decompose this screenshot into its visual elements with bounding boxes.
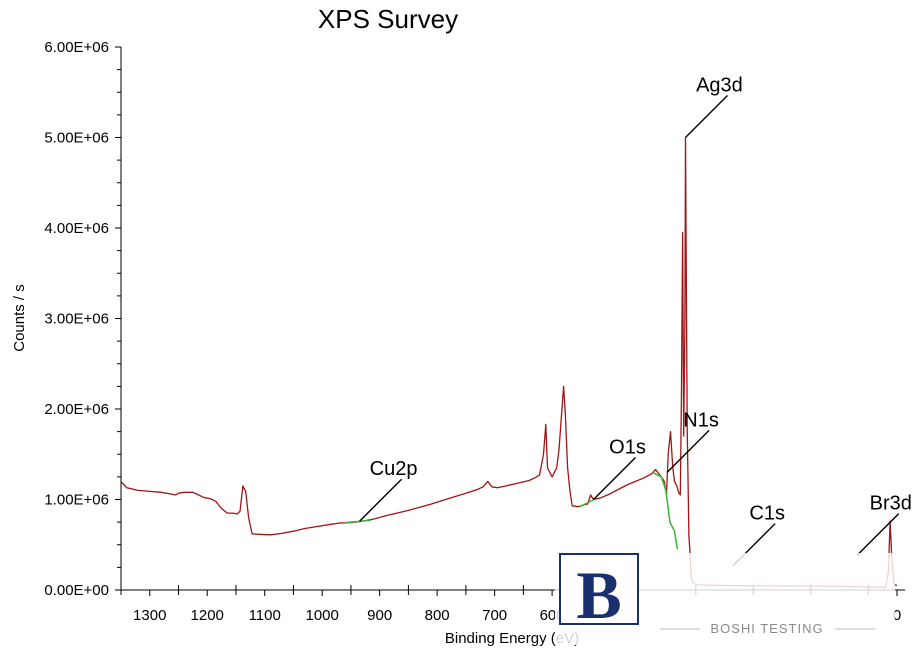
annotation-label: Ag3d [696,75,743,97]
highlight-segments [345,471,679,550]
y-tick-label: 3.00E+06 [44,311,109,328]
highlight-segment [579,498,595,508]
watermark-text: BOSHI TESTING [710,621,823,636]
annotation-label: C1s [749,503,785,525]
annotation-leader [666,429,710,473]
x-tick-label: 800 [425,607,450,624]
y-tick-label: 0.00E+00 [44,582,109,599]
y-tick-label: 1.00E+06 [44,492,109,509]
x-tick-label: 1200 [191,607,224,624]
y-tick-label: 4.00E+06 [44,220,109,237]
annotation-label: O1s [609,437,646,459]
x-tick-label: 700 [482,607,507,624]
y-axis-label: Counts / s [11,284,28,352]
watermark-logo-box [559,553,639,625]
x-tick-label: 1100 [249,607,281,624]
annotation-label: N1s [683,409,719,431]
watermark: B BOSHI TESTING [555,553,895,645]
peak-annotations: Ag3d N1s O1s Cu2p C1s Br3d [359,75,912,567]
x-tick-label: 0 [893,607,901,624]
annotation-leader [684,95,728,138]
watermark-logo-letter: B [576,557,621,633]
x-tick-label: 900 [367,607,392,624]
spectrum-series [120,136,898,588]
x-tick-label: 1300 [133,607,166,624]
y-tick-label: 5.00E+06 [44,130,109,147]
series-line [120,136,898,588]
annotation-leader [593,457,636,500]
x-axis-label: Binding Energy (eV) [445,630,579,647]
annotation-label: Br3d [870,493,912,515]
annotation-label: Cu2p [370,458,418,480]
x-tick-label: 1000 [305,607,338,624]
y-tick-label: 6.00E+06 [44,39,109,56]
annotation-leader [359,478,403,522]
annotation-leader [856,513,900,557]
chart-title: XPS Survey [318,4,458,34]
y-axis-ticks: 0.00E+00 1.00E+06 2.00E+06 3.00E+06 4.00E+06… [44,39,121,599]
highlight-segment [345,519,372,524]
y-tick-label: 2.00E+06 [44,401,109,418]
x-axis-ticks: 13001200110010009008007006005000 [120,585,901,624]
highlight-segment [652,471,679,550]
